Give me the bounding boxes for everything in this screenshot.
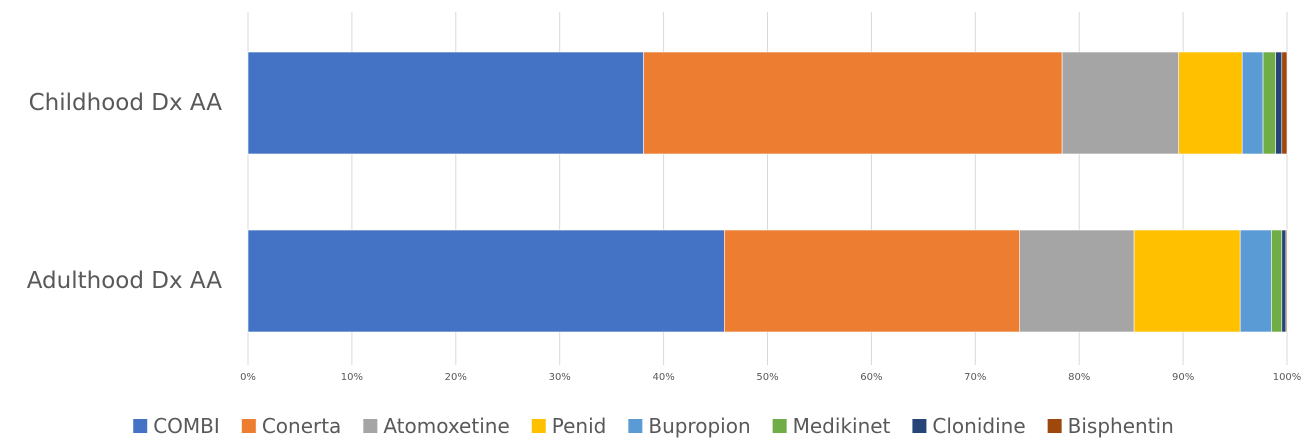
bar-segment-combi-1 [247, 229, 725, 333]
legend-label: Bisphentin [1068, 414, 1174, 438]
bar-segment-conerta-1 [724, 229, 1021, 333]
x-tick-label: 90% [1172, 372, 1194, 383]
legend-label: Bupropion [648, 414, 750, 438]
legend-item-bupropion: Bupropion [628, 414, 751, 438]
legend-label: Atomoxetine [383, 414, 509, 438]
bar-segment-bisphentin-1 [1285, 229, 1288, 333]
legend-label: COMBI [153, 414, 220, 438]
x-tick-labels: 0% 10% 20% 30% 40% 50% 60% 70% 80% 90% 100% [240, 372, 1301, 383]
bar-segment-conerta-0 [643, 51, 1063, 155]
x-tick-label: 100% [1273, 372, 1302, 383]
bar-segment-clonidine-1 [1281, 229, 1287, 333]
legend: COMBI Conerta Atomoxetine Penid Bupropion Med… [133, 414, 1174, 438]
legend-swatch [241, 419, 256, 433]
legend-label: Conerta [262, 414, 342, 438]
bar-segment-combi-0 [247, 51, 644, 155]
x-tick-label: 30% [549, 372, 571, 383]
x-tick-label: 80% [1068, 372, 1090, 383]
bar-segment-bupropion-1 [1239, 229, 1272, 333]
legend-swatch [1047, 419, 1062, 433]
bar-segment-medikinet-1 [1271, 229, 1283, 333]
bar-segment-clonidine-0 [1275, 51, 1283, 155]
bar-segment-bisphentin-0 [1281, 51, 1288, 155]
legend-swatch [772, 419, 787, 433]
category-label: Childhood Dx AA [29, 90, 223, 116]
x-tick-label: 70% [964, 372, 986, 383]
bar-segment-penid-1 [1133, 229, 1241, 333]
legend-item-medikinet: Medikinet [772, 414, 891, 438]
x-tick-label: 60% [860, 372, 882, 383]
x-tick-label: 50% [756, 372, 778, 383]
legend-item-combi: COMBI [133, 414, 220, 438]
legend-item-conerta: Conerta [241, 414, 342, 438]
bars [247, 51, 1288, 333]
bar-segment-atomoxetine-1 [1019, 229, 1135, 333]
bar-segment-bupropion-0 [1241, 51, 1264, 155]
legend-swatch [531, 419, 546, 433]
legend-label: Clonidine [932, 414, 1025, 438]
x-tick-label: 10% [341, 372, 363, 383]
legend-item-penid: Penid [531, 414, 607, 438]
legend-label: Medikinet [793, 414, 891, 438]
bar-segment-penid-0 [1178, 51, 1243, 155]
legend-swatch [363, 419, 378, 433]
legend-swatch [912, 419, 927, 433]
category-labels: Childhood Dx AA Adulthood Dx AA [27, 90, 223, 294]
category-label: Adulthood Dx AA [27, 268, 223, 294]
x-tick-label: 0% [240, 372, 256, 383]
legend-label: Penid [552, 414, 607, 438]
legend-swatch [133, 419, 148, 433]
legend-swatch [628, 419, 643, 433]
legend-item-atomoxetine: Atomoxetine [363, 414, 510, 438]
bar-segment-atomoxetine-0 [1061, 51, 1180, 155]
legend-item-clonidine: Clonidine [912, 414, 1026, 438]
x-tick-label: 40% [652, 372, 674, 383]
x-tick-label: 20% [445, 372, 467, 383]
bar-segment-medikinet-0 [1262, 51, 1276, 155]
legend-item-bisphentin: Bisphentin [1047, 414, 1174, 438]
